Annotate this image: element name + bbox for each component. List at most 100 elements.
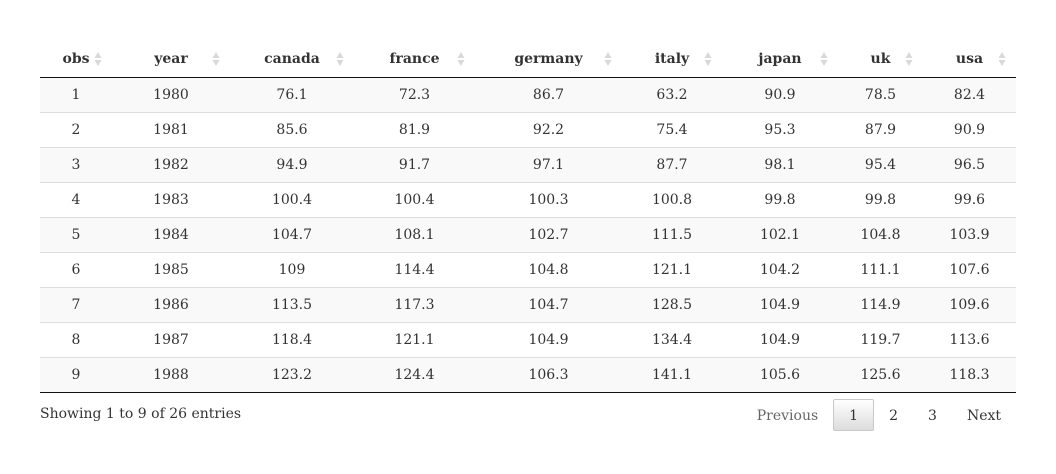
table-cell-france: 81.9 — [354, 112, 475, 148]
table-cell-usa: 103.9 — [923, 217, 1016, 253]
sort-both-icon — [998, 52, 1006, 66]
table-cell-france: 121.1 — [354, 322, 475, 358]
table-cell-uk: 119.7 — [838, 322, 923, 358]
table-cell-canada: 94.9 — [230, 147, 354, 183]
table-cell-year: 1982 — [112, 147, 230, 183]
column-header-japan[interactable]: japan — [722, 41, 838, 78]
table-row: 7 1986 113.5 117.3 104.7 128.5 104.9 114.9 109.6 — [40, 287, 1016, 323]
table-cell-germany: 100.3 — [475, 182, 622, 218]
column-header-uk[interactable]: uk — [838, 41, 923, 78]
table-cell-italy: 63.2 — [622, 77, 722, 113]
table-cell-usa: 99.6 — [923, 182, 1016, 218]
table-cell-usa: 96.5 — [923, 147, 1016, 183]
data-table-wrapper: obs year canada france germany italy japan uk us… — [40, 41, 1016, 393]
next-page-button[interactable]: Next — [966, 408, 1001, 424]
table-row: 4 1983 100.4 100.4 100.3 100.8 99.8 99.8 99.6 — [40, 182, 1016, 218]
table-cell-japan: 104.2 — [722, 252, 838, 288]
table-row: 3 1982 94.9 91.7 97.1 87.7 98.1 95.4 96.5 — [40, 147, 1016, 183]
column-header-usa[interactable]: usa — [923, 41, 1016, 78]
table-cell-year: 1981 — [112, 112, 230, 148]
table-cell-uk: 99.8 — [838, 182, 923, 218]
column-header-label: germany — [514, 51, 583, 67]
column-header-label: italy — [654, 51, 690, 67]
column-header-italy[interactable]: italy — [622, 41, 722, 78]
table-cell-uk: 111.1 — [838, 252, 923, 288]
table-cell-obs: 2 — [40, 112, 112, 148]
column-header-label: usa — [955, 51, 984, 67]
table-cell-france: 91.7 — [354, 147, 475, 183]
table-cell-canada: 118.4 — [230, 322, 354, 358]
column-header-canada[interactable]: canada — [230, 41, 354, 78]
table-cell-germany: 104.7 — [475, 287, 622, 323]
table-cell-usa: 118.3 — [923, 357, 1016, 393]
table-cell-japan: 105.6 — [722, 357, 838, 393]
table-cell-obs: 4 — [40, 182, 112, 218]
table-cell-germany: 102.7 — [475, 217, 622, 253]
column-header-label: obs — [62, 51, 90, 67]
table-cell-uk: 78.5 — [838, 77, 923, 113]
table-header-row: obs year canada france germany italy japan uk us… — [40, 41, 1016, 78]
table-cell-germany: 86.7 — [475, 77, 622, 113]
table-cell-germany: 92.2 — [475, 112, 622, 148]
column-header-france[interactable]: france — [354, 41, 475, 78]
table-cell-japan: 102.1 — [722, 217, 838, 253]
table-cell-obs: 6 — [40, 252, 112, 288]
table-cell-uk: 114.9 — [838, 287, 923, 323]
sort-both-icon — [212, 52, 220, 66]
table-cell-usa: 82.4 — [923, 77, 1016, 113]
table-cell-france: 124.4 — [354, 357, 475, 393]
table-cell-canada: 100.4 — [230, 182, 354, 218]
page-button-2[interactable]: 2 — [889, 408, 899, 424]
table-cell-obs: 7 — [40, 287, 112, 323]
table-cell-italy: 134.4 — [622, 322, 722, 358]
table-cell-italy: 128.5 — [622, 287, 722, 323]
page-button-3[interactable]: 3 — [928, 408, 937, 424]
column-header-label: year — [154, 51, 188, 67]
previous-page-button[interactable]: Previous — [756, 408, 819, 424]
table-cell-france: 100.4 — [354, 182, 475, 218]
table-row: 6 1985 109 114.4 104.8 121.1 104.2 111.1 107.6 — [40, 252, 1016, 288]
column-header-label: france — [389, 51, 440, 67]
table-cell-uk: 125.6 — [838, 357, 923, 393]
table-cell-usa: 90.9 — [923, 112, 1016, 148]
table-cell-france: 72.3 — [354, 77, 475, 113]
table-cell-uk: 95.4 — [838, 147, 923, 183]
column-header-germany[interactable]: germany — [475, 41, 622, 78]
table-row: 9 1988 123.2 124.4 106.3 141.1 105.6 125.6 118.3 — [40, 357, 1016, 393]
column-header-year[interactable]: year — [112, 41, 230, 78]
table-row: 2 1981 85.6 81.9 92.2 75.4 95.3 87.9 90.9 — [40, 112, 1016, 148]
sort-both-icon — [905, 52, 913, 66]
table-cell-year: 1985 — [112, 252, 230, 288]
table-cell-usa: 107.6 — [923, 252, 1016, 288]
table-row: 1 1980 76.1 72.3 86.7 63.2 90.9 78.5 82.4 — [40, 77, 1016, 113]
table-cell-canada: 113.5 — [230, 287, 354, 323]
sort-both-icon — [457, 52, 465, 66]
table-cell-canada: 85.6 — [230, 112, 354, 148]
table-cell-germany: 106.3 — [475, 357, 622, 393]
data-table: obs year canada france germany italy japan uk us… — [40, 41, 1016, 393]
table-cell-year: 1983 — [112, 182, 230, 218]
table-cell-year: 1980 — [112, 77, 230, 113]
table-cell-obs: 3 — [40, 147, 112, 183]
table-cell-italy: 111.5 — [622, 217, 722, 253]
table-cell-uk: 104.8 — [838, 217, 923, 253]
table-cell-japan: 104.9 — [722, 287, 838, 323]
table-info-text: Showing 1 to 9 of 26 entries — [40, 406, 242, 422]
table-cell-canada: 104.7 — [230, 217, 354, 253]
column-header-obs[interactable]: obs — [40, 41, 112, 78]
table-cell-usa: 109.6 — [923, 287, 1016, 323]
table-cell-japan: 98.1 — [722, 147, 838, 183]
table-cell-year: 1986 — [112, 287, 230, 323]
table-cell-canada: 109 — [230, 252, 354, 288]
table-cell-germany: 104.8 — [475, 252, 622, 288]
table-cell-canada: 76.1 — [230, 77, 354, 113]
table-cell-usa: 113.6 — [923, 322, 1016, 358]
table-cell-year: 1987 — [112, 322, 230, 358]
sort-both-icon — [704, 52, 712, 66]
sort-both-icon — [94, 52, 102, 66]
page-button-1[interactable]: 1 — [833, 399, 875, 431]
table-cell-germany: 104.9 — [475, 322, 622, 358]
table-row: 8 1987 118.4 121.1 104.9 134.4 104.9 119.7 113.6 — [40, 322, 1016, 358]
